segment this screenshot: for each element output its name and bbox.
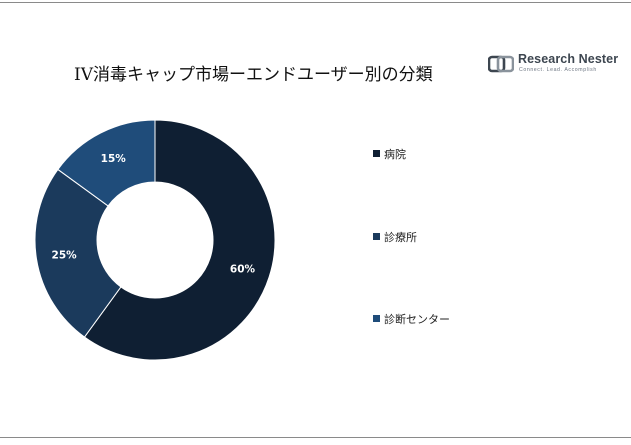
logo-name: Research Nester <box>518 52 619 66</box>
legend-label-diagnostic-center: 診断センター <box>384 313 450 326</box>
top-border <box>0 2 631 3</box>
legend-swatch-diagnostic-center <box>373 315 380 322</box>
data-label-hospital: 60% <box>230 263 256 275</box>
logo-tagline: Connect. Lead. Accomplish <box>519 67 597 73</box>
legend-label-hospital: 病院 <box>384 148 406 161</box>
data-label-diagnostic-center: 15% <box>101 153 127 165</box>
chart-title: IV消毒キャップ市場ーエンドユーザー別の分類 <box>74 65 433 85</box>
legend-item-hospital: 病院 <box>373 146 406 162</box>
donut-slice-hospital <box>83 119 276 361</box>
data-label-clinic: 25% <box>52 249 78 261</box>
legend-item-diagnostic-center: 診断センター <box>373 311 450 327</box>
legend-swatch-clinic <box>373 233 380 240</box>
bottom-border <box>0 437 631 438</box>
legend-label-clinic: 診療所 <box>384 231 417 244</box>
logo-mark-icon <box>488 55 514 73</box>
donut-slice-clinic <box>34 168 122 338</box>
legend-swatch-hospital <box>373 150 380 157</box>
research-nester-logo: Research Nester Connect. Lead. Accomplis… <box>488 51 618 77</box>
donut-slice-diagnostic-center <box>57 119 156 207</box>
legend-item-clinic: 診療所 <box>373 229 417 245</box>
